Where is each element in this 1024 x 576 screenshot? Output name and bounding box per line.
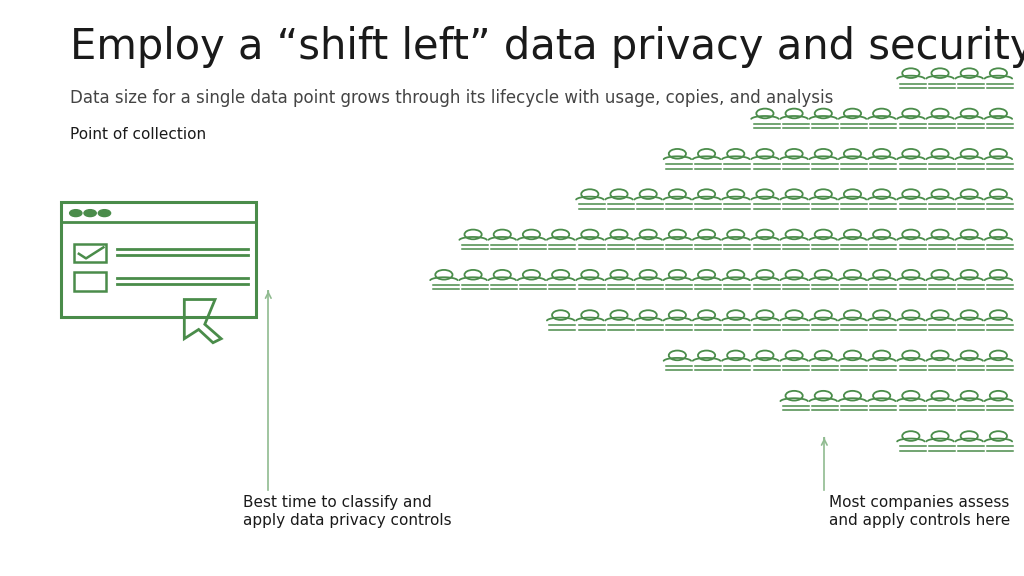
Circle shape xyxy=(84,210,96,217)
Text: Point of collection: Point of collection xyxy=(70,127,206,142)
Text: Data size for a single data point grows through its lifecycle with usage, copies: Data size for a single data point grows … xyxy=(70,89,833,107)
Bar xyxy=(74,244,106,262)
Text: Employ a “shift left” data privacy and security strategy: Employ a “shift left” data privacy and s… xyxy=(70,26,1024,68)
Text: Best time to classify and
apply data privacy controls: Best time to classify and apply data pri… xyxy=(243,495,452,528)
Text: Most companies assess
and apply controls here: Most companies assess and apply controls… xyxy=(829,495,1011,528)
Circle shape xyxy=(98,210,111,217)
Bar xyxy=(74,272,106,291)
Circle shape xyxy=(70,210,82,217)
